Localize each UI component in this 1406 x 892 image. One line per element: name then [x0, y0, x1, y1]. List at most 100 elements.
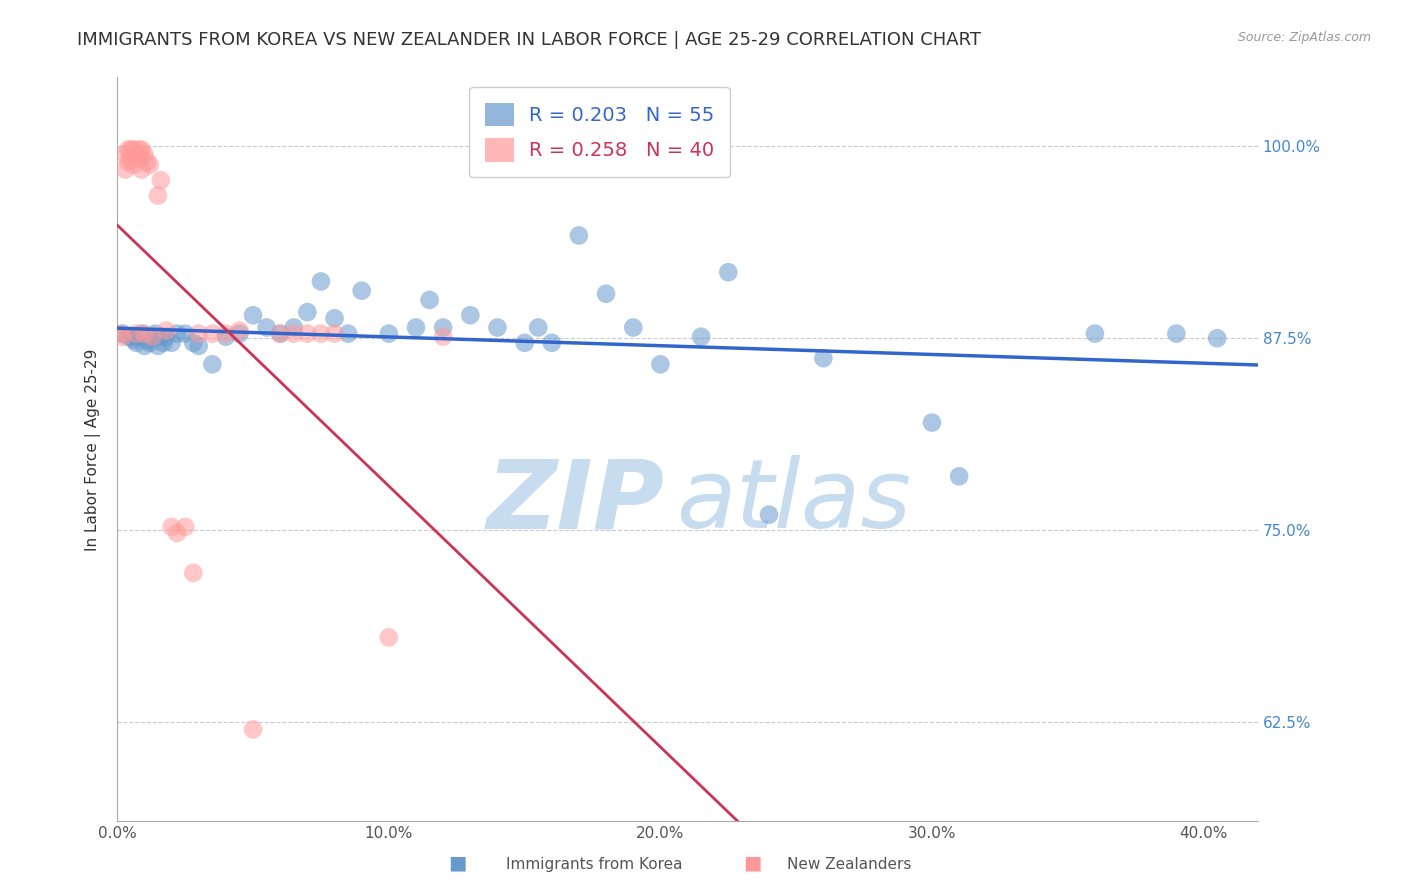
- Point: [117, 143, 139, 157]
- Point: [166, 526, 188, 541]
- Point: [1206, 331, 1229, 345]
- Point: [242, 308, 264, 322]
- Point: [128, 143, 150, 157]
- Point: [215, 329, 238, 343]
- Point: [242, 723, 264, 737]
- Point: [139, 158, 162, 172]
- Point: [155, 324, 177, 338]
- Point: [125, 326, 148, 341]
- Point: [128, 152, 150, 166]
- Point: [690, 329, 713, 343]
- Point: [486, 320, 509, 334]
- Point: [122, 333, 145, 347]
- Point: [136, 154, 159, 169]
- Point: [309, 326, 332, 341]
- Text: ■: ■: [742, 854, 762, 872]
- Point: [134, 147, 156, 161]
- Point: [323, 326, 346, 341]
- Point: [120, 143, 142, 157]
- Point: [149, 329, 172, 343]
- Point: [323, 311, 346, 326]
- Point: [152, 335, 174, 350]
- Point: [813, 351, 835, 366]
- Point: [187, 326, 209, 341]
- Point: [228, 324, 250, 338]
- Text: ■: ■: [447, 854, 467, 872]
- Text: New Zealanders: New Zealanders: [787, 857, 911, 872]
- Point: [181, 335, 204, 350]
- Point: [114, 162, 136, 177]
- Point: [111, 329, 134, 343]
- Point: [432, 329, 454, 343]
- Point: [269, 326, 291, 341]
- Point: [128, 329, 150, 343]
- Legend: R = 0.203   N = 55, R = 0.258   N = 40: R = 0.203 N = 55, R = 0.258 N = 40: [470, 87, 730, 178]
- Point: [201, 326, 224, 341]
- Point: [122, 158, 145, 172]
- Point: [228, 326, 250, 341]
- Point: [513, 335, 536, 350]
- Point: [1166, 326, 1188, 341]
- Point: [131, 143, 153, 157]
- Point: [527, 320, 550, 334]
- Point: [134, 339, 156, 353]
- Point: [120, 329, 142, 343]
- Point: [458, 308, 481, 322]
- Point: [146, 339, 169, 353]
- Point: [595, 286, 617, 301]
- Point: [166, 326, 188, 341]
- Point: [1084, 326, 1107, 341]
- Point: [283, 320, 305, 334]
- Text: Source: ZipAtlas.com: Source: ZipAtlas.com: [1237, 31, 1371, 45]
- Point: [297, 305, 319, 319]
- Point: [142, 329, 165, 343]
- Point: [621, 320, 644, 334]
- Point: [283, 326, 305, 341]
- Point: [134, 326, 156, 341]
- Point: [146, 188, 169, 202]
- Point: [160, 520, 183, 534]
- Point: [114, 147, 136, 161]
- Text: Immigrants from Korea: Immigrants from Korea: [506, 857, 683, 872]
- Point: [419, 293, 441, 307]
- Point: [201, 357, 224, 371]
- Point: [378, 326, 401, 341]
- Point: [717, 265, 740, 279]
- Point: [160, 335, 183, 350]
- Point: [758, 508, 780, 522]
- Point: [432, 320, 454, 334]
- Point: [131, 162, 153, 177]
- Point: [650, 357, 672, 371]
- Point: [155, 329, 177, 343]
- Point: [117, 329, 139, 343]
- Point: [187, 339, 209, 353]
- Point: [149, 173, 172, 187]
- Point: [337, 326, 360, 341]
- Point: [131, 326, 153, 341]
- Point: [117, 154, 139, 169]
- Text: atlas: atlas: [676, 455, 911, 548]
- Point: [350, 284, 373, 298]
- Text: ZIP: ZIP: [486, 455, 665, 548]
- Point: [125, 335, 148, 350]
- Point: [256, 320, 278, 334]
- Point: [143, 326, 166, 341]
- Point: [120, 152, 142, 166]
- Point: [111, 326, 134, 341]
- Point: [108, 326, 131, 341]
- Point: [297, 326, 319, 341]
- Point: [921, 416, 943, 430]
- Point: [136, 333, 159, 347]
- Point: [174, 520, 197, 534]
- Point: [948, 469, 970, 483]
- Point: [125, 147, 148, 161]
- Point: [540, 335, 562, 350]
- Point: [215, 326, 238, 341]
- Point: [378, 631, 401, 645]
- Point: [269, 326, 291, 341]
- Point: [122, 143, 145, 157]
- Text: IMMIGRANTS FROM KOREA VS NEW ZEALANDER IN LABOR FORCE | AGE 25-29 CORRELATION CH: IMMIGRANTS FROM KOREA VS NEW ZEALANDER I…: [77, 31, 981, 49]
- Point: [568, 228, 591, 243]
- Point: [139, 335, 162, 350]
- Y-axis label: In Labor Force | Age 25-29: In Labor Force | Age 25-29: [86, 348, 101, 550]
